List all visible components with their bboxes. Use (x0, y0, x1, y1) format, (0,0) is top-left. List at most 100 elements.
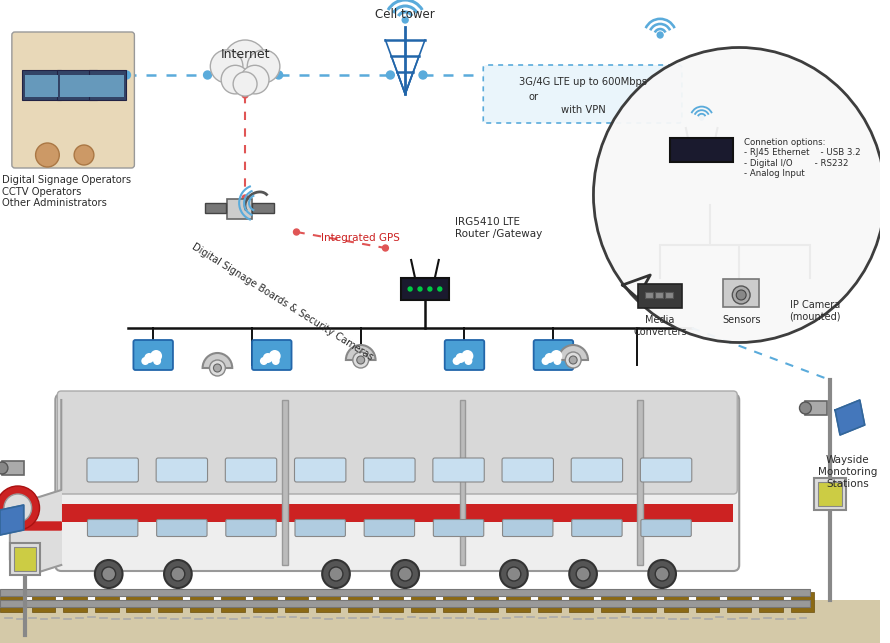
Circle shape (101, 567, 116, 581)
Bar (158, 592, 182, 612)
Circle shape (655, 567, 669, 581)
FancyBboxPatch shape (295, 458, 346, 482)
Circle shape (465, 357, 473, 365)
FancyBboxPatch shape (364, 458, 415, 482)
Bar (805, 401, 827, 415)
Text: Wayside
Monotoring
Stations: Wayside Monotoring Stations (818, 455, 878, 489)
Ellipse shape (594, 48, 885, 343)
Circle shape (153, 357, 161, 365)
Bar (95, 592, 118, 612)
Circle shape (456, 353, 465, 363)
FancyBboxPatch shape (433, 520, 484, 536)
Circle shape (0, 462, 8, 474)
Polygon shape (10, 400, 61, 575)
Polygon shape (623, 275, 651, 298)
FancyBboxPatch shape (225, 458, 277, 482)
Circle shape (570, 560, 597, 588)
Circle shape (329, 567, 343, 581)
Bar (664, 592, 688, 612)
Bar (57, 70, 97, 100)
Bar (190, 592, 214, 612)
FancyBboxPatch shape (226, 520, 276, 536)
Circle shape (240, 66, 269, 94)
Circle shape (210, 50, 243, 83)
FancyBboxPatch shape (445, 340, 484, 370)
Bar (316, 592, 340, 612)
Text: or: or (529, 92, 538, 102)
Bar (790, 592, 814, 612)
Bar (0, 589, 811, 596)
Circle shape (462, 350, 473, 362)
Text: Sensors: Sensors (722, 315, 760, 325)
Bar (696, 592, 719, 612)
Circle shape (402, 17, 409, 23)
FancyBboxPatch shape (87, 458, 138, 482)
Circle shape (799, 402, 812, 414)
Wedge shape (558, 345, 588, 360)
Bar (442, 592, 466, 612)
Circle shape (550, 350, 562, 362)
Bar (379, 592, 403, 612)
Bar (61, 75, 93, 97)
Bar (2, 461, 24, 475)
Circle shape (294, 229, 299, 235)
Bar (253, 592, 277, 612)
Polygon shape (0, 505, 24, 535)
Circle shape (398, 567, 412, 581)
Bar (89, 70, 126, 100)
Circle shape (36, 143, 60, 167)
Circle shape (164, 560, 191, 588)
Circle shape (383, 245, 388, 251)
Circle shape (732, 286, 750, 304)
FancyBboxPatch shape (252, 340, 292, 370)
Bar (401, 278, 449, 300)
Bar (63, 592, 87, 612)
Bar (126, 592, 150, 612)
FancyBboxPatch shape (12, 32, 134, 168)
Bar (638, 284, 682, 308)
Circle shape (233, 72, 257, 96)
Bar (814, 478, 846, 510)
FancyBboxPatch shape (227, 199, 252, 219)
Bar (10, 543, 39, 575)
Circle shape (222, 66, 249, 94)
Circle shape (269, 350, 280, 362)
Bar (727, 592, 751, 612)
Circle shape (545, 353, 554, 363)
Bar (724, 279, 759, 307)
Circle shape (453, 357, 460, 365)
Bar (670, 138, 733, 162)
Circle shape (247, 50, 279, 83)
FancyBboxPatch shape (57, 391, 737, 494)
Circle shape (419, 71, 427, 79)
Circle shape (260, 357, 268, 365)
Bar (506, 592, 530, 612)
Text: IP Camera
(mounted): IP Camera (mounted) (789, 300, 841, 322)
Bar (655, 292, 663, 298)
Circle shape (242, 92, 248, 98)
FancyBboxPatch shape (641, 520, 692, 536)
Text: Media
Converters: Media Converters (634, 315, 687, 336)
Circle shape (74, 145, 93, 165)
Circle shape (144, 353, 154, 363)
Bar (222, 592, 245, 612)
Bar (645, 292, 653, 298)
Circle shape (204, 71, 212, 79)
Circle shape (210, 50, 243, 83)
Circle shape (736, 290, 746, 300)
FancyBboxPatch shape (364, 520, 415, 536)
Bar (32, 592, 55, 612)
Bar (459, 400, 465, 565)
Circle shape (638, 71, 646, 79)
FancyBboxPatch shape (55, 394, 740, 571)
Text: Digital Signage Operators
CCTV Operators
Other Administrators: Digital Signage Operators CCTV Operators… (2, 175, 131, 208)
Bar (0, 592, 24, 612)
Circle shape (409, 287, 412, 291)
Bar (637, 400, 643, 565)
Bar (818, 482, 842, 506)
Bar (538, 592, 562, 612)
Circle shape (542, 357, 549, 365)
FancyBboxPatch shape (157, 520, 207, 536)
Circle shape (247, 50, 279, 83)
FancyBboxPatch shape (156, 458, 207, 482)
